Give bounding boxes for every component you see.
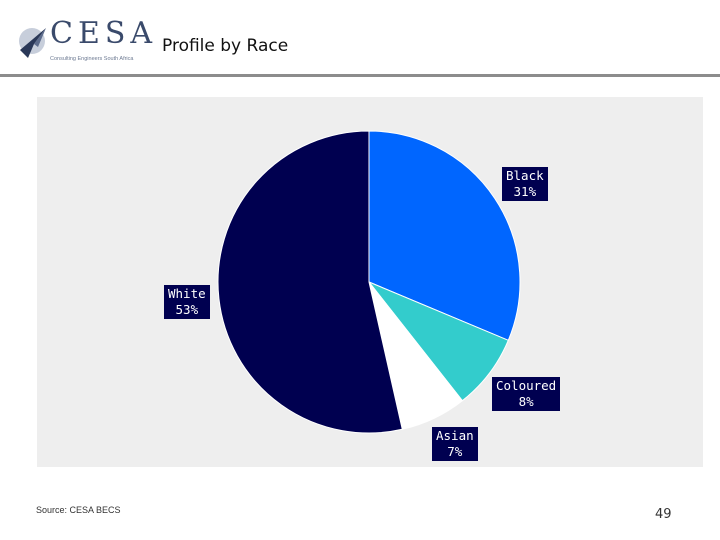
- data-label-black-category: Black: [506, 168, 544, 183]
- data-label-asian-value: 7%: [447, 444, 463, 459]
- page-title: Profile by Race: [162, 36, 289, 56]
- logo-text: CESA: [50, 16, 158, 51]
- data-label-coloured-value: 8%: [518, 394, 534, 409]
- data-label-asian: Asian 7%: [432, 427, 478, 461]
- cesa-logo: CESA Consulting Engineers South Africa: [16, 16, 152, 68]
- data-label-white: White 53%: [164, 285, 210, 319]
- data-label-coloured: Coloured 8%: [492, 377, 561, 411]
- header-divider: [0, 74, 720, 77]
- data-label-black: Black 31%: [502, 167, 548, 201]
- source-note: Source: CESA BECS: [36, 505, 121, 515]
- logo-subtitle: Consulting Engineers South Africa: [50, 56, 134, 62]
- data-label-white-category: White: [168, 286, 206, 301]
- data-label-black-value: 31%: [513, 184, 537, 199]
- data-label-white-value: 53%: [175, 302, 199, 317]
- data-label-asian-category: Asian: [436, 428, 474, 443]
- compass-logo-icon: [19, 28, 46, 58]
- pie-slice-white: [217, 130, 403, 434]
- pie-slice-black: [368, 130, 521, 341]
- data-label-coloured-category: Coloured: [496, 378, 557, 393]
- page-number: 49: [655, 507, 672, 522]
